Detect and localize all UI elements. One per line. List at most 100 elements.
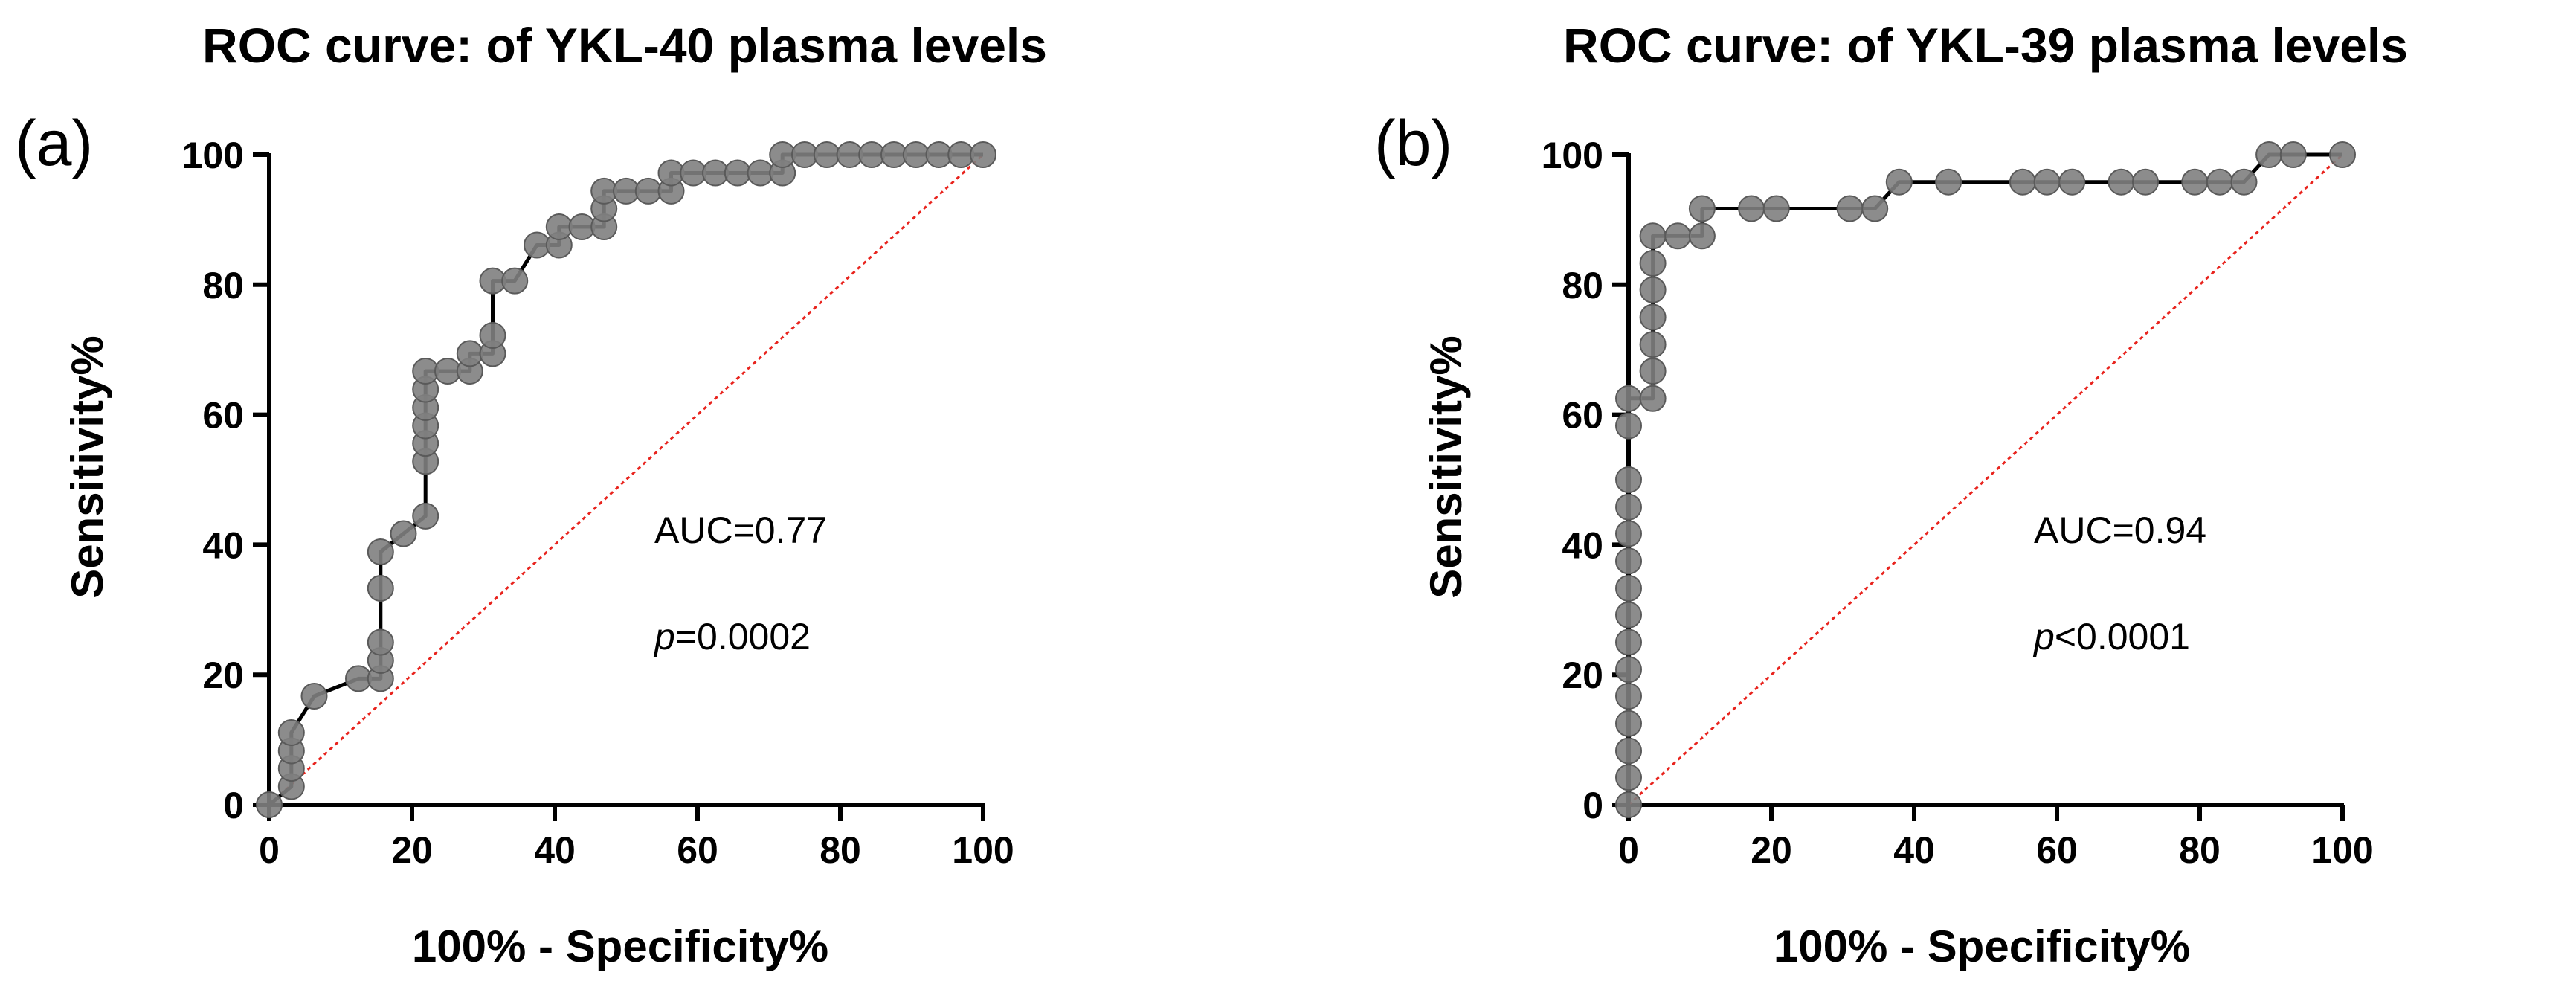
roc-point xyxy=(2033,168,2061,196)
y-tick-label: 20 xyxy=(202,655,244,696)
y-tick-label: 40 xyxy=(1562,524,1603,566)
roc-point xyxy=(1688,195,1716,222)
plot-area xyxy=(1615,141,2356,818)
roc-point xyxy=(2230,168,2258,196)
roc-point xyxy=(1615,547,1642,575)
roc-point xyxy=(1615,601,1642,628)
p-value: <0.0001 xyxy=(2055,616,2190,657)
reference-line xyxy=(1627,153,2344,806)
x-tick-label: 0 xyxy=(259,829,280,871)
roc-point xyxy=(1639,250,1667,277)
y-tick-label: 80 xyxy=(1562,265,1603,306)
roc-point xyxy=(300,683,328,710)
roc-point xyxy=(390,520,417,547)
roc-point xyxy=(902,141,930,168)
p-value: =0.0002 xyxy=(675,616,811,657)
roc-point xyxy=(2058,168,2086,196)
roc-point xyxy=(412,502,439,530)
p-value-annotation: p=0.0002 xyxy=(653,616,811,657)
y-tick-label: 80 xyxy=(202,265,244,306)
roc-point xyxy=(1639,303,1667,331)
roc-point xyxy=(1615,575,1642,602)
x-ticks: 0 20 40 60 80 100 xyxy=(259,805,1014,871)
y-tick-label: 60 xyxy=(1562,395,1603,437)
roc-point xyxy=(1639,385,1667,412)
roc-point xyxy=(2009,168,2036,196)
roc-point xyxy=(2329,141,2356,168)
roc-point xyxy=(1615,412,1642,440)
y-tick-label: 60 xyxy=(202,395,244,437)
x-tick-label: 60 xyxy=(2036,829,2078,871)
y-ticks: 0 20 40 60 80 100 xyxy=(182,135,269,826)
x-tick-label: 40 xyxy=(534,829,576,871)
chart-title: ROC curve: of YKL-40 plasma levels xyxy=(202,18,1047,73)
roc-point xyxy=(1935,168,1962,196)
roc-point xyxy=(1762,195,1790,222)
x-tick-label: 80 xyxy=(820,829,861,871)
roc-point xyxy=(2206,168,2233,196)
p-symbol: p xyxy=(2032,616,2055,657)
roc-point xyxy=(1615,493,1642,521)
plot-area xyxy=(256,141,996,818)
roc-point xyxy=(2132,168,2159,196)
roc-point xyxy=(634,177,662,205)
y-tick-label: 100 xyxy=(1542,135,1603,176)
x-ticks: 0 20 40 60 80 100 xyxy=(1618,805,2374,871)
roc-point xyxy=(2108,168,2135,196)
p-value-annotation: p<0.0001 xyxy=(2032,616,2190,657)
roc-point xyxy=(456,340,483,367)
roc-point xyxy=(2279,141,2307,168)
roc-point xyxy=(1615,737,1642,765)
roc-point xyxy=(545,213,573,240)
roc-point xyxy=(1615,683,1642,710)
roc-panel-a: ROC curve: of YKL-40 plasma levels (a) S… xyxy=(15,18,1047,971)
roc-point xyxy=(1615,520,1642,547)
roc-point xyxy=(501,267,529,295)
y-tick-label: 20 xyxy=(1562,655,1603,696)
x-tick-label: 100 xyxy=(952,829,1014,871)
x-tick-label: 20 xyxy=(1751,829,1792,871)
roc-point xyxy=(1615,466,1642,493)
x-tick-label: 40 xyxy=(1893,829,1935,871)
roc-point xyxy=(1639,276,1667,303)
roc-point xyxy=(1615,385,1642,412)
y-axis-label: Sensitivity% xyxy=(1421,335,1471,598)
x-tick-label: 0 xyxy=(1618,829,1639,871)
roc-point xyxy=(1615,764,1642,791)
y-tick-label: 0 xyxy=(223,785,244,826)
x-axis-label: 100% - Specificity% xyxy=(1774,922,2190,971)
roc-point xyxy=(1836,195,1864,222)
p-symbol: p xyxy=(653,616,675,657)
panel-label: (b) xyxy=(1374,108,1452,179)
x-tick-label: 80 xyxy=(2179,829,2221,871)
roc-panel-b: ROC curve: of YKL-39 plasma levels (b) S… xyxy=(1374,18,2408,971)
roc-point xyxy=(2181,168,2209,196)
y-tick-label: 0 xyxy=(1582,785,1603,826)
roc-point xyxy=(1664,222,1692,250)
y-tick-label: 40 xyxy=(202,524,244,566)
roc-point xyxy=(1885,168,1913,196)
roc-point xyxy=(1639,222,1667,250)
roc-point xyxy=(277,719,305,746)
x-axis-label: 100% - Specificity% xyxy=(412,922,828,971)
roc-point xyxy=(970,141,996,168)
x-tick-label: 20 xyxy=(391,829,433,871)
x-tick-label: 60 xyxy=(677,829,718,871)
x-tick-label: 100 xyxy=(2311,829,2373,871)
roc-point xyxy=(2255,141,2283,168)
reference-line xyxy=(268,153,985,806)
roc-point xyxy=(479,322,506,349)
roc-point xyxy=(1615,710,1642,737)
roc-point xyxy=(1639,358,1667,385)
roc-point xyxy=(367,628,394,656)
roc-point xyxy=(813,141,840,168)
auc-annotation: AUC=0.94 xyxy=(2034,509,2206,551)
roc-point xyxy=(1738,195,1765,222)
auc-annotation: AUC=0.77 xyxy=(654,509,827,551)
roc-point xyxy=(724,159,751,187)
chart-title: ROC curve: of YKL-39 plasma levels xyxy=(1563,18,2408,73)
roc-point xyxy=(1615,791,1642,818)
roc-point xyxy=(367,575,394,602)
roc-point xyxy=(1639,331,1667,358)
